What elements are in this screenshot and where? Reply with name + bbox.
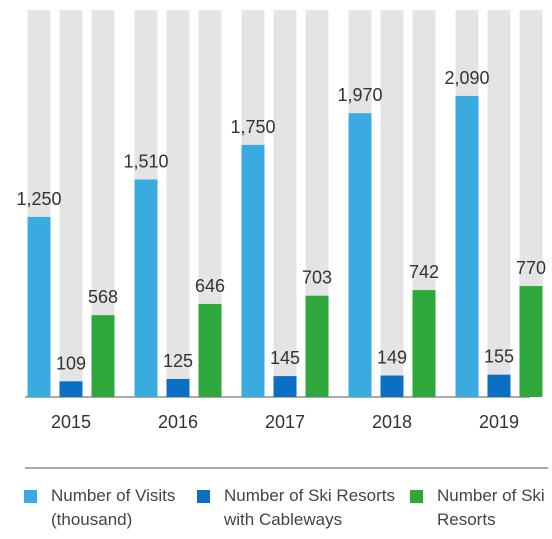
bar (519, 286, 543, 397)
bar (487, 374, 511, 397)
legend-item: Number of Ski Resorts with Cableways (197, 484, 397, 532)
background-bar (380, 10, 404, 397)
x-tick-label: 2019 (479, 412, 519, 432)
legend-label: Number of Ski Resorts (437, 486, 545, 529)
bar (91, 315, 115, 397)
data-label: 145 (270, 348, 300, 368)
bar (166, 378, 190, 397)
background-bar (487, 10, 511, 397)
data-label: 155 (484, 347, 514, 367)
legend-swatch (410, 490, 423, 503)
bar (305, 295, 329, 397)
x-tick-label: 2015 (51, 412, 91, 432)
data-label: 125 (163, 351, 193, 371)
data-label: 1,510 (123, 151, 168, 171)
legend-swatch (24, 490, 37, 503)
data-label: 1,750 (230, 117, 275, 137)
background-bar (59, 10, 83, 397)
background-bar (91, 10, 115, 397)
x-tick-label: 2016 (158, 412, 198, 432)
x-tick-label: 2018 (372, 412, 412, 432)
bar (412, 290, 436, 397)
data-label: 149 (377, 348, 407, 368)
bar (273, 376, 297, 397)
bar (27, 216, 51, 397)
legend: Number of Visits (thousand) Number of Ski… (0, 484, 552, 539)
data-label: 1,970 (337, 85, 382, 105)
bar (455, 95, 479, 397)
legend-label: Number of Visits (thousand) (51, 486, 176, 529)
bar (348, 113, 372, 397)
chart: 2015 1,250 109 568 2016 1,510 125 646 2017 1,750 1… (16, 10, 548, 469)
data-label: 703 (302, 268, 332, 288)
data-label: 568 (88, 287, 118, 307)
legend-item: Number of Visits (thousand) (24, 484, 184, 532)
data-label: 742 (409, 262, 439, 282)
background-bar (198, 10, 222, 397)
data-label: 1,250 (16, 189, 61, 209)
legend-item: Number of Ski Resorts (410, 484, 552, 532)
bar (241, 144, 265, 397)
background-bar (273, 10, 297, 397)
x-tick-label: 2017 (265, 412, 305, 432)
bar (134, 179, 158, 397)
background-bar (166, 10, 190, 397)
legend-swatch (197, 490, 210, 503)
bar (380, 375, 404, 397)
data-label: 770 (516, 258, 546, 278)
data-label: 109 (56, 353, 86, 373)
bar (198, 303, 222, 397)
legend-label: Number of Ski Resorts with Cableways (224, 486, 395, 529)
data-label: 646 (195, 276, 225, 296)
bar (59, 381, 83, 397)
data-label: 2,090 (444, 68, 489, 88)
